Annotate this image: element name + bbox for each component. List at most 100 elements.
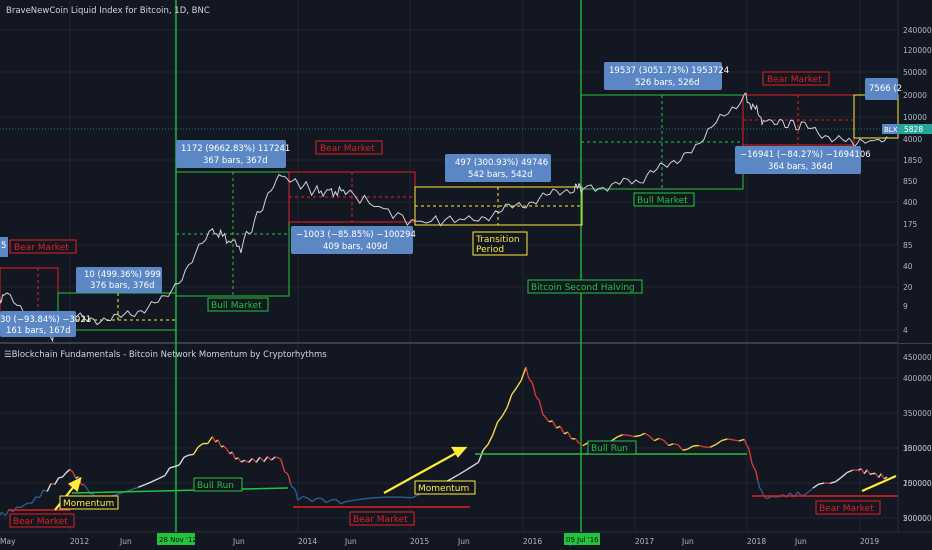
momentum-segment <box>732 439 739 442</box>
momentum-segment <box>649 435 655 442</box>
price-tick-label: 1850 <box>903 156 922 165</box>
time-tick-label: May <box>0 537 16 546</box>
momentum-segment <box>345 499 353 503</box>
momentum-segment <box>274 456 280 459</box>
momentum-segment <box>747 447 751 456</box>
momentum-segment <box>307 497 313 503</box>
price-tick-label: 20000 <box>903 91 927 100</box>
momentum-segment <box>668 443 674 447</box>
momentum-segment <box>492 421 499 436</box>
price-value-bg <box>898 124 932 134</box>
momentum-arrow-b[interactable] <box>383 451 459 494</box>
momentum-segment <box>759 487 763 491</box>
momentum-tick-label: 250000 <box>903 479 932 488</box>
momentum-segment <box>663 439 670 446</box>
top-pane-title: BraveNewCoin Liquid Index for Bitcoin, 1… <box>6 6 210 16</box>
momentum-segment <box>331 498 337 501</box>
momentum-tick-label: 100000 <box>903 479 932 488</box>
momentum-segment <box>506 394 513 409</box>
momentum-segment <box>866 469 871 475</box>
momentum-segment <box>875 472 880 478</box>
momentum-segment <box>542 414 546 417</box>
momentum-segment <box>174 464 180 468</box>
momentum-segment <box>1 511 6 517</box>
momentum-segment <box>192 446 199 455</box>
momentum-tick-label: 50000 <box>903 514 927 523</box>
bull2-change: 1172 (9662.83%) 117241 <box>181 144 290 154</box>
momentum-segment <box>340 501 346 505</box>
momentum-segment <box>352 498 359 502</box>
momentum-segment <box>220 445 225 448</box>
momentum-segment <box>534 395 538 399</box>
time-tick-label: 2014 <box>298 537 317 546</box>
momentum-series <box>0 366 888 517</box>
time-axis[interactable] <box>0 532 932 550</box>
momentum-segment <box>578 442 584 447</box>
momentum-segment <box>223 445 228 450</box>
momentum-axis-ticks: 450000 400000 350000 300000 250000 200000 1500… <box>903 353 932 523</box>
momentum-segment <box>616 434 624 438</box>
momentum-segment <box>297 495 304 501</box>
bull-market-label-1: Bull Market <box>211 301 262 311</box>
momentum-segment <box>311 497 318 503</box>
momentum-segment <box>270 456 276 461</box>
momentum-segment <box>515 380 522 389</box>
price-line <box>0 92 888 343</box>
momentum-segment <box>178 456 185 466</box>
price-tick-label: 240000 <box>903 26 932 35</box>
momentum-segment <box>335 498 342 505</box>
transition-bars: 542 bars, 542d <box>468 170 532 180</box>
momentum-segment <box>58 476 63 479</box>
price-tick-label: 85 <box>903 241 913 250</box>
momentum-segment <box>207 436 214 444</box>
momentum-segment <box>295 492 299 501</box>
momentum-segment <box>251 458 257 463</box>
time-tick-label: 2012 <box>70 537 89 546</box>
momentum-segment <box>482 444 489 451</box>
momentum-segment <box>358 498 366 501</box>
momentum-segment <box>289 482 293 488</box>
momentum-segment <box>622 434 629 436</box>
bull-run-line-a[interactable] <box>71 487 289 494</box>
momentum-segment <box>46 483 52 492</box>
price-tick-label: 9 <box>903 302 908 311</box>
price-axis[interactable] <box>898 0 932 343</box>
time-tick-label: 2017 <box>635 537 654 546</box>
bull3-bars: 526 bars, 526d <box>635 78 699 88</box>
momentum-segment <box>197 443 204 448</box>
momentum-segment <box>61 472 67 478</box>
momentum-segment <box>806 487 814 494</box>
momentum-axis[interactable] <box>898 344 932 532</box>
momentum-segment <box>540 407 544 416</box>
momentum-arrow-c[interactable] <box>861 474 897 493</box>
momentum-segment <box>757 480 761 489</box>
momentum-segment <box>536 397 540 401</box>
momentum-segment <box>766 495 772 500</box>
momentum-segment <box>284 471 287 474</box>
time-tick-label: Jun <box>344 537 357 546</box>
momentum-segment <box>749 454 753 465</box>
bear2-change: −1003 (−85.85%) −100294 <box>296 230 416 240</box>
bottom-pane-title: ☰Blockchain Fundamentals - Bitcoin Netwo… <box>4 350 327 360</box>
bull-run-label-a: Bull Run <box>197 481 234 491</box>
momentum-segment <box>372 496 379 499</box>
date-flag-2012: 28 Nov '12 <box>159 536 197 544</box>
time-tick-label: 2019 <box>860 537 879 546</box>
momentum-segment <box>451 474 459 480</box>
price-tick-label: 850 <box>903 177 918 186</box>
momentum-segment <box>751 463 755 468</box>
left-edge-label: 5 <box>1 241 6 251</box>
momentum-segment <box>563 431 569 435</box>
price-tick-label: 175 <box>903 220 918 229</box>
bear2-bars: 409 bars, 409d <box>323 242 387 252</box>
price-axis-ticks: 240000 120000 50000 20000 10000 4000 1850 850 40… <box>903 26 932 335</box>
momentum-segment <box>286 472 290 477</box>
momentum-segment <box>83 484 88 490</box>
bottom-bear-label-a: Bear Market <box>13 517 68 527</box>
momentum-segment <box>644 432 650 437</box>
momentum-segment <box>302 495 308 499</box>
momentum-segment <box>559 425 565 435</box>
momentum-segment <box>164 467 171 476</box>
momentum-segment <box>883 476 888 480</box>
momentum-segment <box>144 481 152 486</box>
